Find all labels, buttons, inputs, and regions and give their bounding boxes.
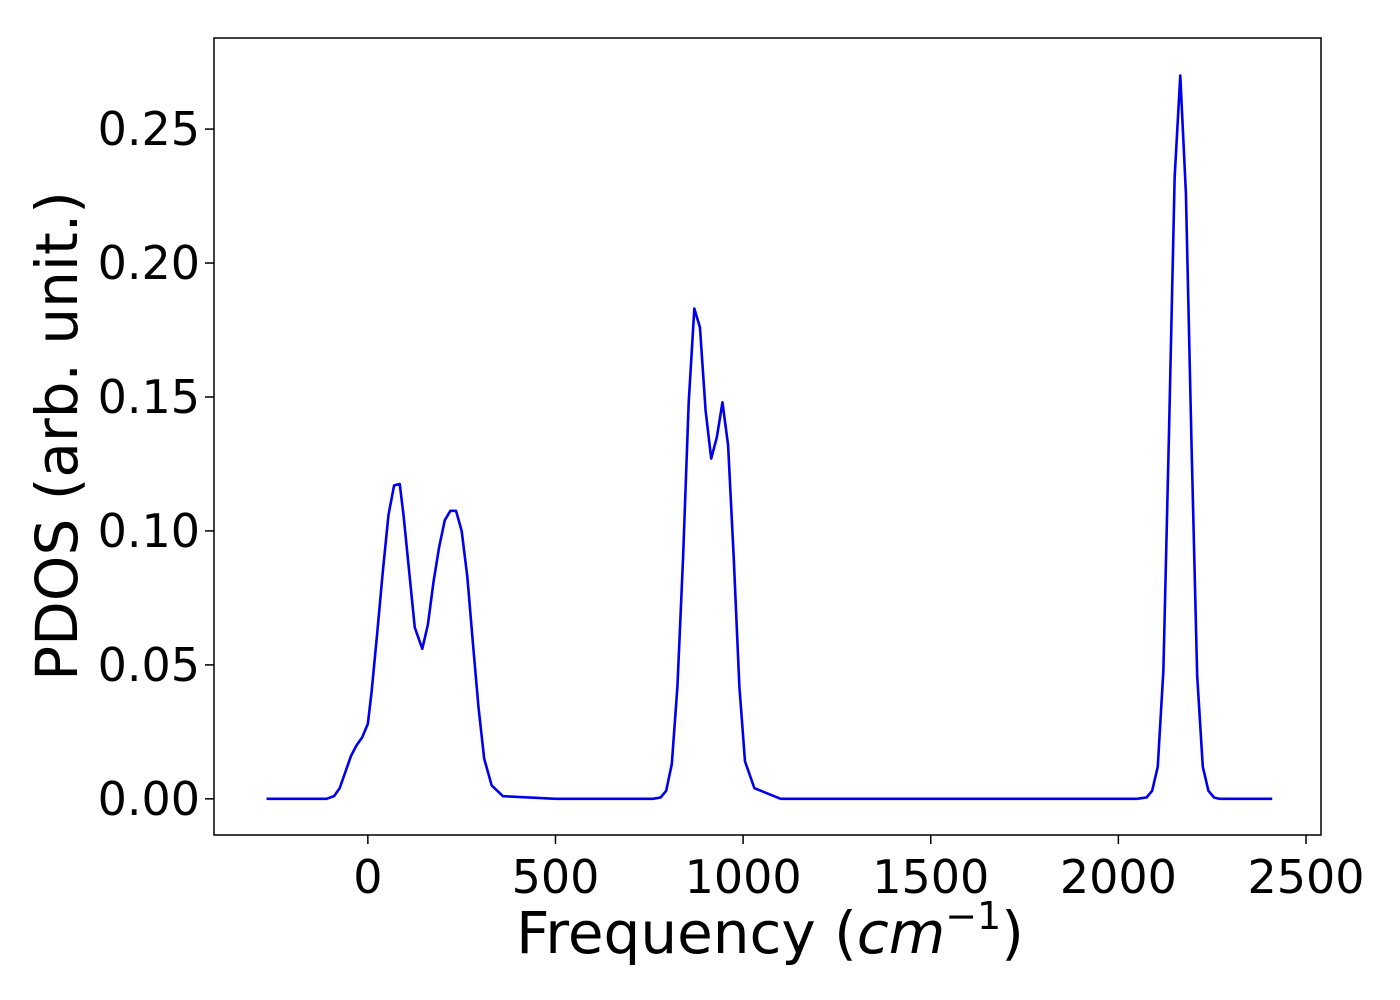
x-axis-label-exponent: −1 bbox=[945, 894, 1001, 938]
x-tick-label: 2500 bbox=[1247, 850, 1364, 904]
x-axis-label-suffix: ) bbox=[1001, 899, 1024, 967]
y-tick-label: 0.05 bbox=[98, 638, 200, 692]
x-axis-label-variable: cm bbox=[857, 899, 945, 967]
y-tick-label: 0.25 bbox=[98, 102, 200, 156]
y-axis-label: PDOS (arb. unit.) bbox=[23, 191, 91, 681]
plot-area bbox=[213, 37, 1322, 836]
x-tick-label: 1500 bbox=[872, 850, 989, 904]
x-tick-label: 1000 bbox=[685, 850, 802, 904]
y-tick-label: 0.00 bbox=[98, 772, 200, 826]
y-tick-label: 0.10 bbox=[98, 504, 200, 558]
y-tick-label: 0.20 bbox=[98, 236, 200, 290]
x-axis-ticks: 0 500 1000 1500 2000 2500 bbox=[353, 835, 1365, 904]
x-axis-label: Frequency (cm−1) bbox=[516, 894, 1024, 967]
y-tick-label: 0.15 bbox=[98, 370, 200, 424]
series-layer bbox=[266, 74, 1273, 801]
y-axis-ticks: 0.00 0.05 0.10 0.15 0.20 0.25 bbox=[98, 102, 214, 826]
x-tick-label: 0 bbox=[353, 850, 382, 904]
pdos-series-line bbox=[266, 74, 1273, 801]
plot-frame bbox=[213, 37, 1322, 836]
x-tick-label: 500 bbox=[512, 850, 600, 904]
x-tick-label: 2000 bbox=[1060, 850, 1177, 904]
x-axis-label-prefix: Frequency ( bbox=[516, 899, 857, 967]
